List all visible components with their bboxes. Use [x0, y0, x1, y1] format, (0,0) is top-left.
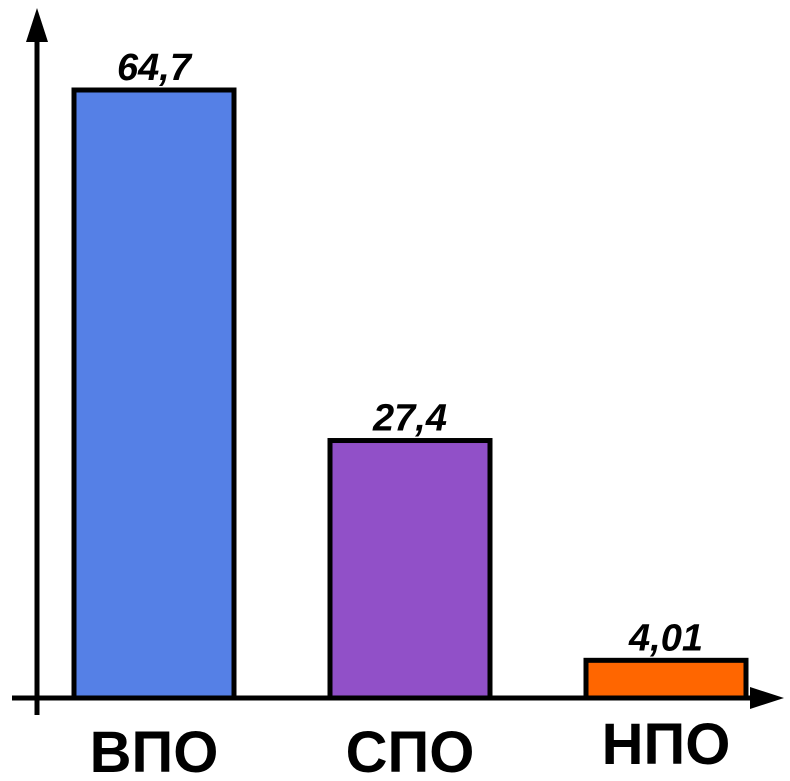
x-axis-arrow-icon — [750, 687, 784, 709]
bars-layer — [71, 87, 749, 701]
category-label-2: СПО — [346, 720, 475, 781]
bar-1 — [71, 87, 237, 701]
bar-3 — [583, 657, 749, 701]
bar-value-label-1: 64,7 — [117, 47, 193, 89]
labels-layer: 64,7 ВПО 27,4 СПО 4,01 НПО — [90, 47, 731, 781]
category-label-1: ВПО — [90, 720, 219, 781]
category-label-3: НПО — [602, 712, 731, 777]
bar-value-label-3: 4,01 — [628, 617, 703, 659]
axes-layer — [12, 8, 784, 715]
y-axis-arrow-icon — [26, 8, 48, 42]
bar-value-label-2: 27,4 — [372, 398, 447, 440]
bar-2 — [327, 438, 493, 701]
